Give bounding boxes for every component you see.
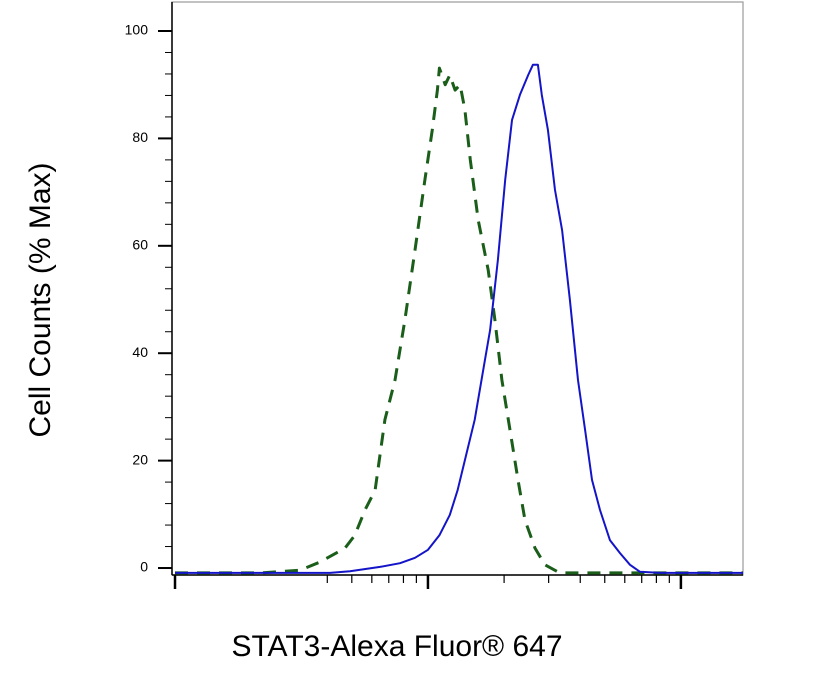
- solid-line: [175, 63, 743, 574]
- y-tick-label: 40: [132, 344, 148, 360]
- y-tick-label: 0: [140, 559, 148, 575]
- y-tick-label: 80: [132, 129, 148, 145]
- y-tick-label: 60: [132, 237, 148, 253]
- y-tick-label: 20: [132, 451, 148, 467]
- x-axis-title: STAT3-Alexa Fluor® 647: [231, 630, 562, 663]
- dashed-line: [175, 66, 743, 575]
- y-axis-title: Cell Counts (% Max): [24, 162, 57, 437]
- y-tick-label: 100: [125, 22, 149, 38]
